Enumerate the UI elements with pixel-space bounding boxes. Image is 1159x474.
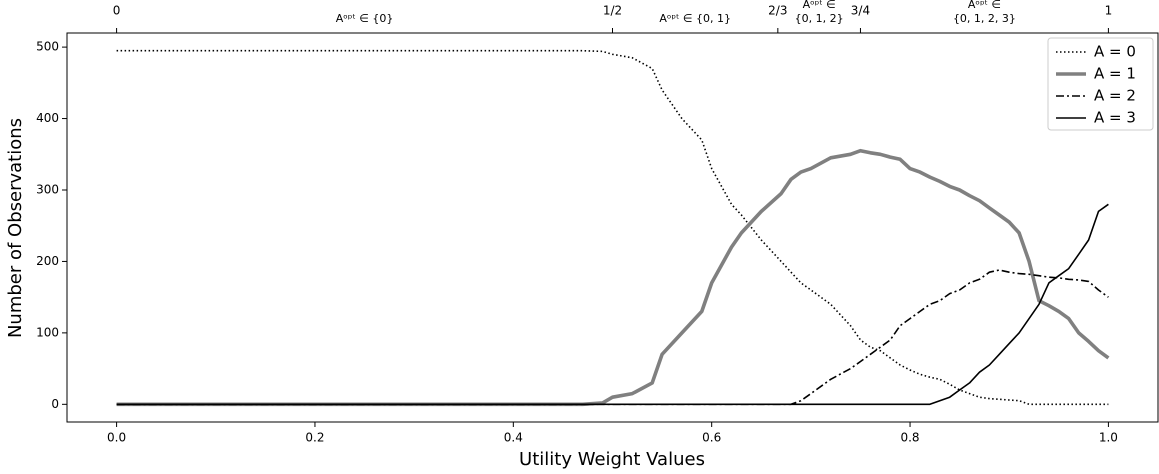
top-tick-label: 2/3 bbox=[768, 4, 787, 18]
y-axis-label: Number of Observations bbox=[5, 118, 26, 338]
y-tick-label: 500 bbox=[36, 40, 59, 54]
top-tick-label: 3/4 bbox=[851, 4, 870, 18]
top-tick-label: 0 bbox=[113, 4, 121, 18]
series-line bbox=[116, 203, 1109, 406]
legend-label: A = 2 bbox=[1094, 87, 1136, 105]
region-annotation: Aᵒᵖᵗ ∈ bbox=[803, 0, 836, 11]
region-annotation: Aᵒᵖᵗ ∈ {0, 1} bbox=[659, 12, 731, 25]
x-tick-label: 0.8 bbox=[900, 431, 919, 445]
y-tick-label: 400 bbox=[36, 111, 59, 125]
series-line bbox=[116, 49, 1109, 406]
legend-label: A = 0 bbox=[1094, 43, 1136, 61]
x-tick-label: 0.2 bbox=[305, 431, 324, 445]
top-tick-label: 1/2 bbox=[603, 4, 622, 18]
top-tick-label: 1 bbox=[1105, 4, 1113, 18]
x-axis-label: Utility Weight Values bbox=[519, 449, 705, 470]
x-tick-label: 0.4 bbox=[504, 431, 523, 445]
legend: A = 0 A = 1 A = 2 A = 3 bbox=[1047, 37, 1154, 131]
x-tick-label: 0.6 bbox=[702, 431, 721, 445]
legend-label: A = 3 bbox=[1094, 109, 1136, 127]
series-line bbox=[116, 148, 1110, 407]
plot-frame bbox=[66, 32, 1159, 423]
y-tick-label: 100 bbox=[36, 325, 59, 339]
legend-label: A = 1 bbox=[1094, 65, 1136, 83]
region-annotation: Aᵒᵖᵗ ∈ bbox=[968, 0, 1001, 11]
region-annotation: {0, 1, 2} bbox=[795, 12, 844, 25]
region-annotation: {0, 1, 2, 3} bbox=[953, 12, 1016, 25]
series-line bbox=[116, 269, 1109, 406]
y-tick-label: 200 bbox=[36, 254, 59, 268]
legend-box bbox=[1047, 37, 1154, 131]
y-tick-label: 0 bbox=[51, 397, 59, 411]
y-tick-label: 300 bbox=[36, 182, 59, 196]
x-tick-label: 0.0 bbox=[107, 431, 126, 445]
x-tick-label: 1.0 bbox=[1099, 431, 1118, 445]
region-annotation: Aᵒᵖᵗ ∈ {0} bbox=[336, 12, 394, 25]
